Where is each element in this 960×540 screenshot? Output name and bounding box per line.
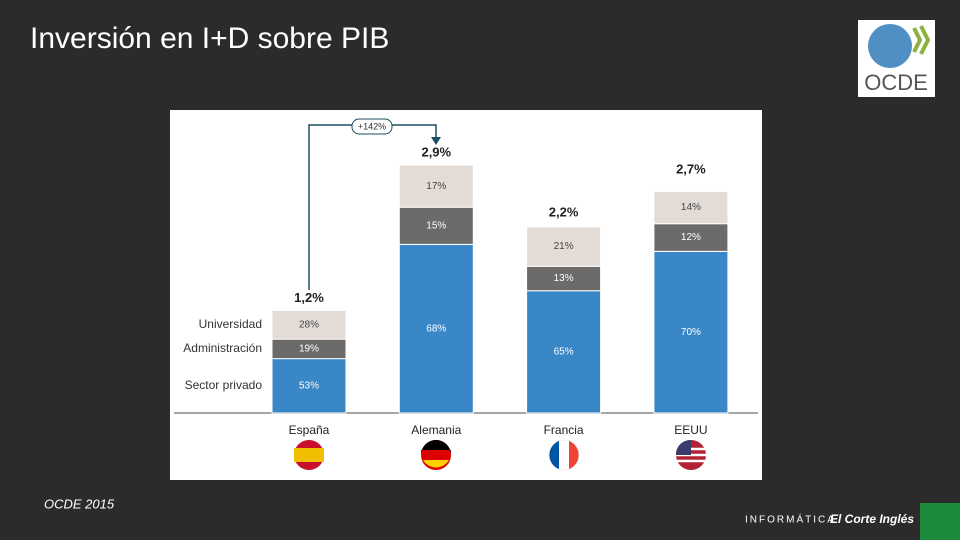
- brand: El Corte Inglés: [830, 512, 914, 526]
- x-tick-label: EEUU: [674, 423, 707, 437]
- logo-text: OCDE: [864, 70, 928, 95]
- data-label: 19%: [299, 344, 319, 355]
- slide-title: Inversión en I+D sobre PIB: [30, 22, 389, 55]
- legend-label: Administración: [183, 341, 262, 355]
- bar-segment: [526, 226, 602, 267]
- data-label: 53%: [299, 380, 319, 391]
- annotation: +142%: [358, 121, 386, 131]
- data-label: 15%: [426, 220, 446, 231]
- flag-stripe: [421, 440, 451, 455]
- bar-segment: [271, 309, 347, 340]
- data-label: 70%: [681, 327, 701, 338]
- bar-segment: [398, 164, 474, 208]
- flag-stripe: [569, 441, 579, 469]
- flag-stripe: [675, 439, 691, 455]
- x-tick-label: Francia: [544, 423, 584, 437]
- total-label: 2,9%: [421, 144, 451, 159]
- logo-arrows: [912, 25, 931, 55]
- legend-label: Universidad: [199, 317, 262, 331]
- flag-stripe: [423, 460, 449, 468]
- data-label: 28%: [299, 319, 319, 330]
- brand-block: [920, 503, 960, 540]
- data-label: 17%: [426, 181, 446, 192]
- data-label: 13%: [554, 273, 574, 284]
- logo: OCDE: [858, 20, 935, 97]
- data-label: 68%: [426, 323, 446, 334]
- annotation-arrow: +142%: [308, 118, 441, 290]
- data-label: 21%: [554, 241, 574, 252]
- data-label: 12%: [681, 232, 701, 243]
- x-tick-label: Alemania: [411, 423, 461, 437]
- arrow-head: [431, 137, 441, 145]
- total-label: 1,2%: [294, 290, 324, 305]
- bar-segment: [271, 358, 347, 414]
- source: OCDE 2015: [44, 496, 115, 511]
- bar-segment: [526, 290, 602, 414]
- data-label: 14%: [681, 202, 701, 213]
- data-label: 65%: [554, 347, 574, 358]
- bar-segment: [653, 223, 729, 252]
- legend-label: Sector privado: [185, 378, 263, 392]
- logo-globe: [868, 24, 912, 68]
- x-tick-label: España: [289, 423, 330, 437]
- bar-segment: [653, 250, 729, 414]
- bar-segment: [653, 190, 729, 225]
- total-label: 2,7%: [676, 162, 706, 177]
- flag-stripe: [549, 441, 559, 469]
- bar-segment: [398, 243, 474, 414]
- flag-stripe: [294, 448, 324, 462]
- brand-prefix: INFORMÁTICA: [745, 513, 836, 526]
- annotation-box: [351, 118, 393, 135]
- flags: [294, 439, 706, 471]
- bar-segment: [398, 206, 474, 245]
- total-label: 2,2%: [549, 204, 579, 219]
